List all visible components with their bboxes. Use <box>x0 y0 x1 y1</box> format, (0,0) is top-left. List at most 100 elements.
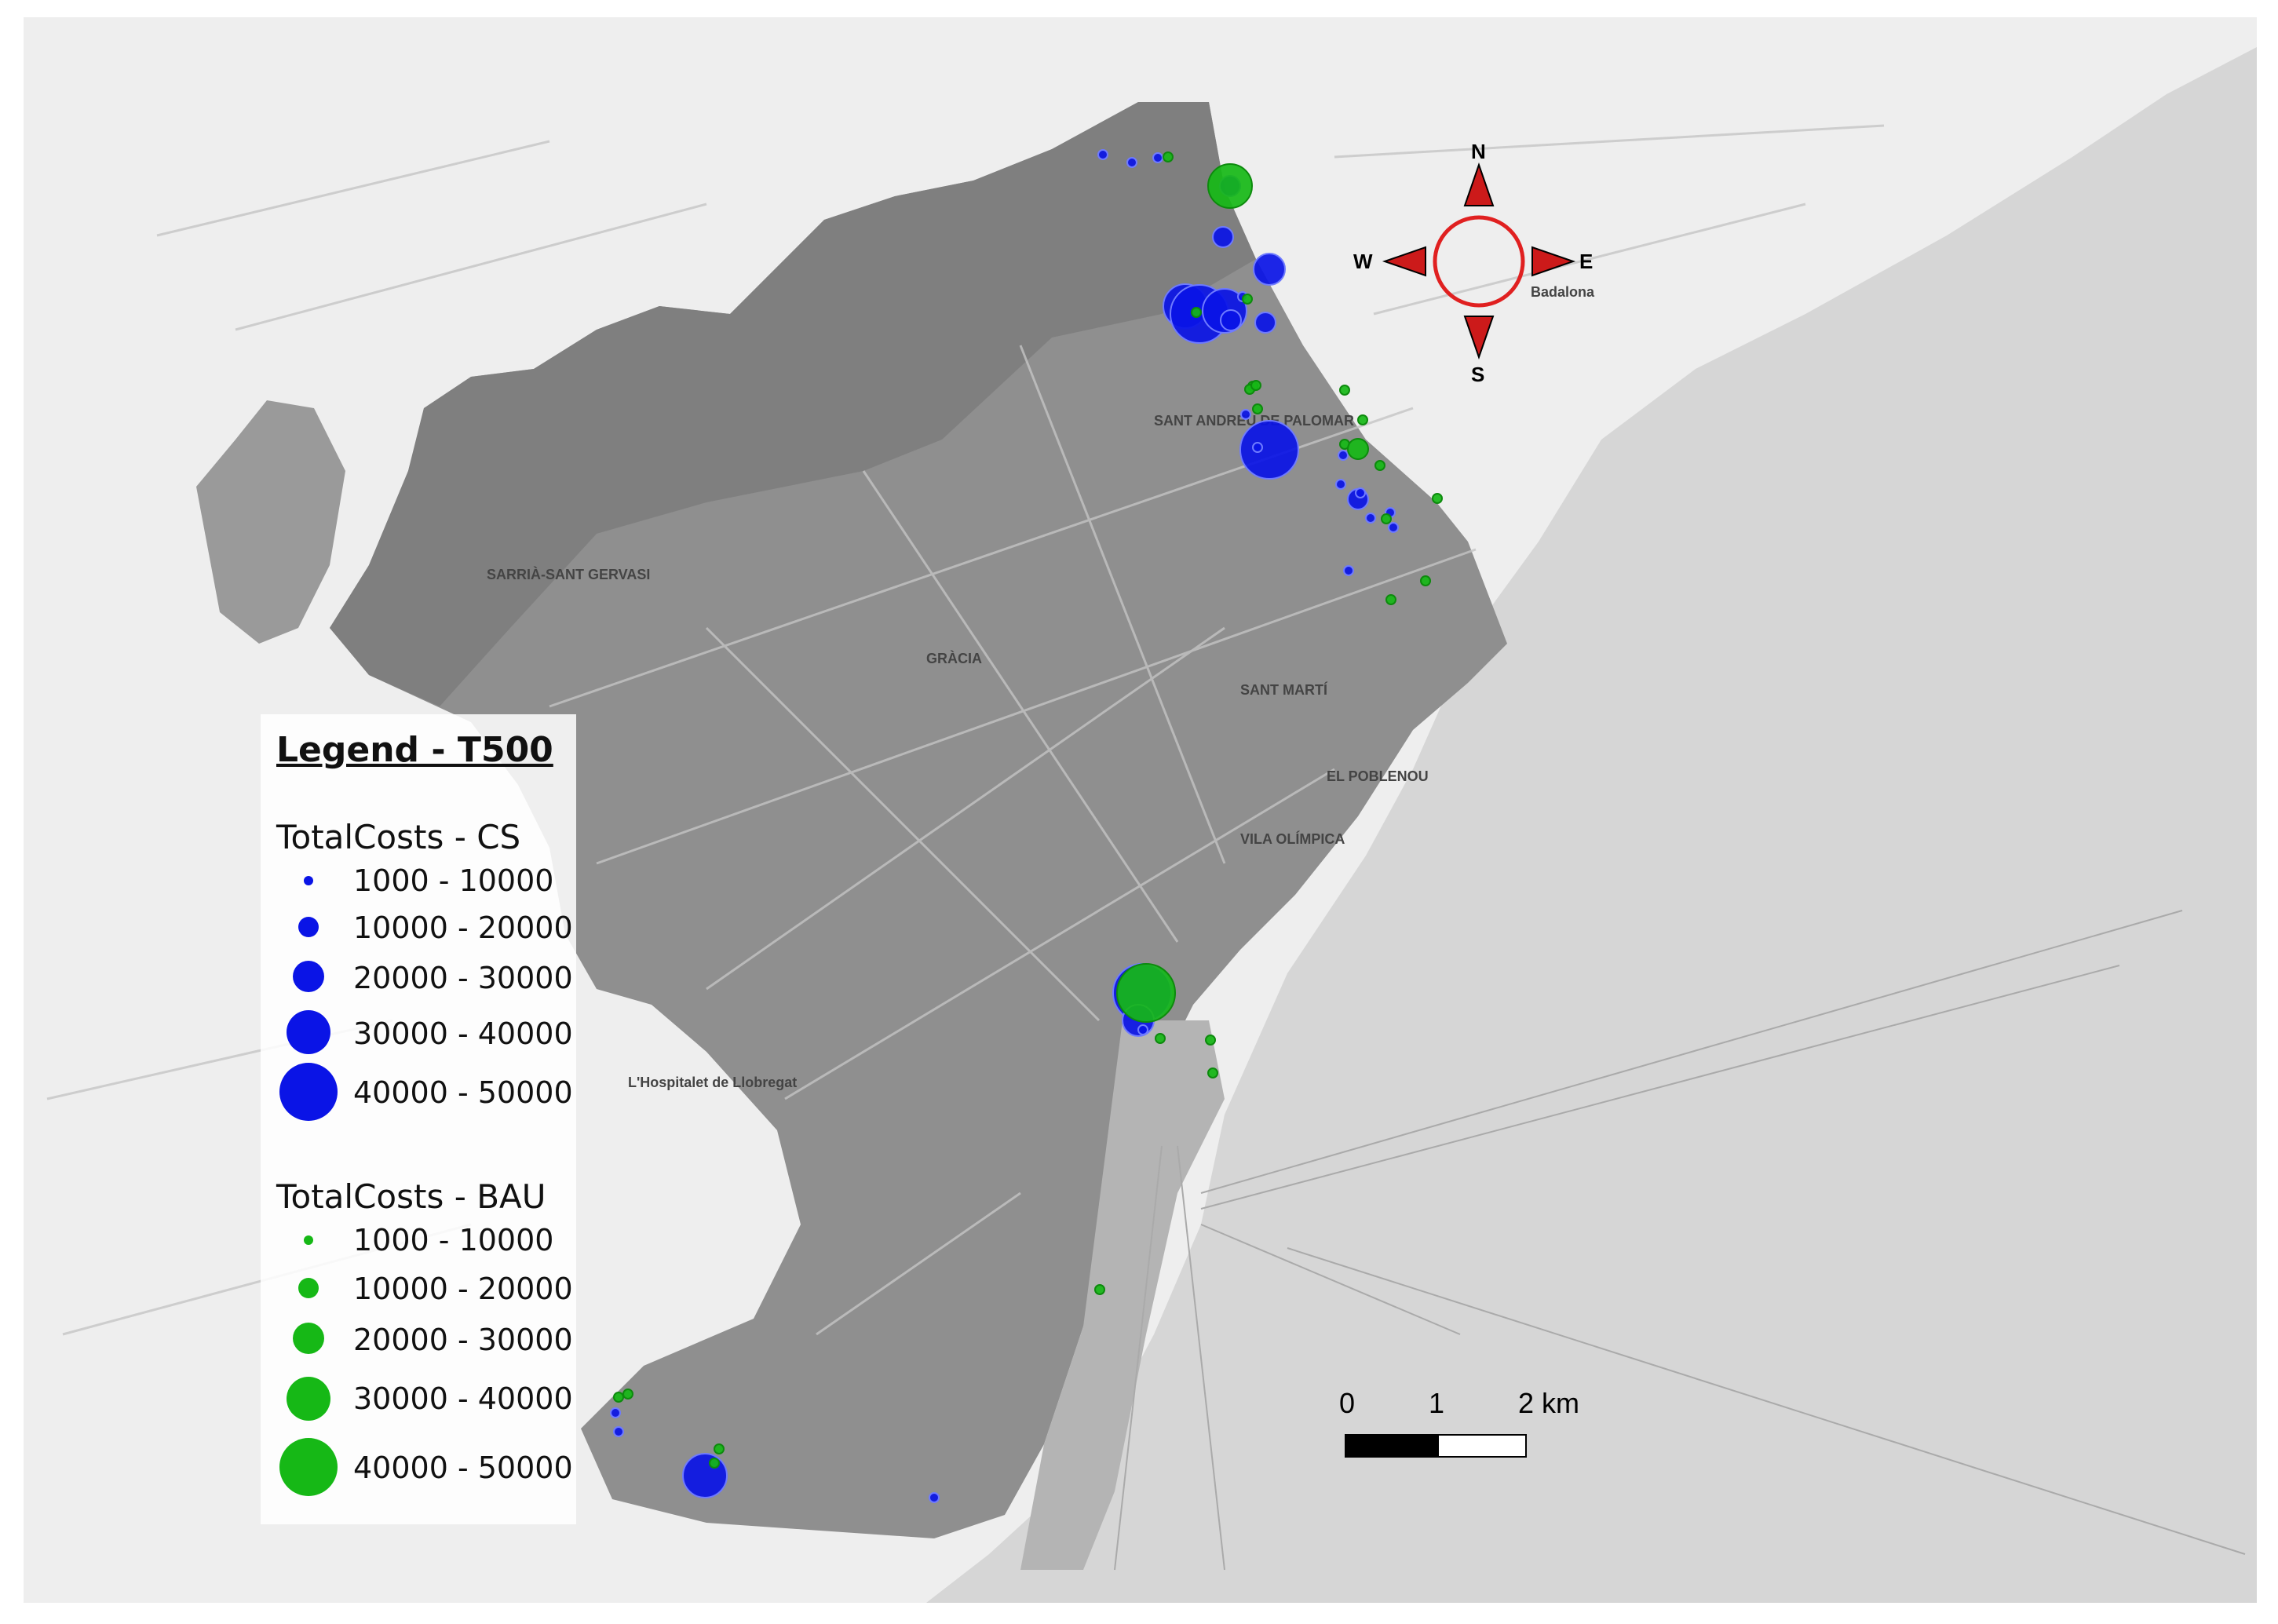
compass-arrow-north <box>1463 162 1495 206</box>
legend-cs-label: 30000 - 40000 <box>353 1016 573 1051</box>
legend-bau-label: 40000 - 50000 <box>353 1451 573 1485</box>
cs-cost-point[interactable] <box>1240 409 1251 420</box>
legend-cs-symbol <box>304 876 313 885</box>
bau-cost-point[interactable] <box>1116 963 1176 1023</box>
cs-cost-point[interactable] <box>1254 312 1276 334</box>
legend-bau-heading: TotalCosts - BAU <box>276 1177 546 1216</box>
scale-bar: 0 1 2 km <box>1339 1387 1579 1458</box>
legend-bau-row: 10000 - 20000 <box>261 1273 576 1328</box>
bau-cost-point[interactable] <box>1381 513 1392 524</box>
bau-cost-point[interactable] <box>1207 1067 1218 1078</box>
cs-cost-point[interactable] <box>1343 565 1354 576</box>
bau-points-layer <box>613 151 1443 1469</box>
bau-cost-point[interactable] <box>1163 151 1174 162</box>
legend-cs-row: 1000 - 10000 <box>261 863 576 918</box>
legend-bau-row: 20000 - 30000 <box>261 1323 576 1378</box>
compass-ring <box>1433 215 1525 308</box>
cs-cost-point[interactable] <box>1220 309 1242 331</box>
bau-cost-point[interactable] <box>1385 594 1396 605</box>
bau-cost-point[interactable] <box>1339 385 1350 396</box>
bau-cost-point[interactable] <box>1250 380 1261 391</box>
cs-cost-point[interactable] <box>1126 157 1137 168</box>
sea-area <box>926 47 2257 1603</box>
cs-cost-point[interactable] <box>1212 226 1234 248</box>
legend-bau-symbol <box>298 1278 319 1298</box>
legend-cs-label: 10000 - 20000 <box>353 911 573 945</box>
barcelona-upper-districts <box>330 102 1256 706</box>
bau-cost-point[interactable] <box>1205 1035 1216 1046</box>
cs-cost-point[interactable] <box>1239 420 1299 480</box>
collserola-hills <box>196 400 345 644</box>
bau-cost-point[interactable] <box>1420 575 1431 586</box>
legend-bau-row: 30000 - 40000 <box>261 1377 576 1436</box>
cs-cost-point[interactable] <box>1355 487 1366 498</box>
cs-cost-point[interactable] <box>682 1453 728 1498</box>
legend-cs-heading: TotalCosts - CS <box>276 818 521 856</box>
scale-label-2km: 2 km <box>1518 1387 1579 1419</box>
compass-label-east: E <box>1579 250 1593 273</box>
place-label-badalona: Badalona <box>1531 284 1595 300</box>
bau-cost-point[interactable] <box>1347 438 1369 460</box>
legend-cs-row: 20000 - 30000 <box>261 959 576 1014</box>
bau-cost-point[interactable] <box>1432 493 1443 504</box>
legend-bau-row: 40000 - 50000 <box>261 1438 576 1507</box>
scale-bar-segment-2 <box>1437 1434 1527 1458</box>
scale-bar-segment-1 <box>1345 1434 1439 1458</box>
compass-arrow-east <box>1531 246 1576 277</box>
bau-cost-point[interactable] <box>709 1458 720 1469</box>
legend-bau-symbol <box>304 1235 313 1245</box>
bau-cost-point[interactable] <box>1155 1033 1166 1044</box>
cs-cost-point[interactable] <box>1388 522 1399 533</box>
place-label-sarria: SARRIÀ-SANT GERVASI <box>487 566 650 582</box>
ferry-lines <box>1114 910 2246 1571</box>
legend-cs-label: 20000 - 30000 <box>353 961 573 995</box>
place-label-hospitalet: L'Hospitalet de Llobregat <box>628 1075 797 1090</box>
compass-label-south: S <box>1471 363 1484 386</box>
cs-cost-point[interactable] <box>929 1492 940 1503</box>
legend-cs-symbol <box>287 1010 330 1054</box>
legend-bau-label: 20000 - 30000 <box>353 1323 573 1357</box>
bau-cost-point[interactable] <box>1207 163 1253 209</box>
legend-bau-label: 30000 - 40000 <box>353 1381 573 1416</box>
cs-cost-point[interactable] <box>613 1426 624 1437</box>
cs-cost-point[interactable] <box>610 1407 621 1418</box>
legend-title: Legend - T500 <box>276 730 553 770</box>
cs-cost-point[interactable] <box>1338 450 1349 461</box>
bau-cost-point[interactable] <box>1374 460 1385 471</box>
bau-cost-point[interactable] <box>1191 307 1202 318</box>
cs-cost-point[interactable] <box>1253 253 1286 286</box>
bau-cost-point[interactable] <box>1242 294 1253 305</box>
bau-cost-point[interactable] <box>1357 414 1368 425</box>
map-legend: Legend - T500 TotalCosts - CS 1000 - 100… <box>261 714 576 1524</box>
legend-bau-label: 1000 - 10000 <box>353 1223 554 1257</box>
cs-cost-point[interactable] <box>1335 479 1346 490</box>
bau-cost-point[interactable] <box>1094 1284 1105 1295</box>
place-label-sant-marti: SANT MARTÍ <box>1240 681 1328 698</box>
compass-label-west: W <box>1353 250 1373 273</box>
legend-cs-symbol <box>298 917 319 937</box>
compass-rose: N S W E <box>1353 140 1593 386</box>
scale-label-1: 1 <box>1429 1387 1444 1419</box>
bau-cost-point[interactable] <box>622 1389 633 1400</box>
cs-cost-point[interactable] <box>1252 442 1263 453</box>
bau-cost-point[interactable] <box>613 1392 624 1403</box>
port-area <box>1020 1020 1225 1570</box>
legend-bau-label: 10000 - 20000 <box>353 1272 573 1306</box>
cs-cost-point[interactable] <box>1152 152 1163 163</box>
legend-cs-label: 1000 - 10000 <box>353 863 554 898</box>
legend-cs-symbol <box>279 1063 338 1121</box>
legend-cs-row: 30000 - 40000 <box>261 1010 576 1070</box>
bau-cost-point[interactable] <box>1252 403 1263 414</box>
place-label-poblenou: EL POBLENOU <box>1327 768 1429 784</box>
cs-cost-point[interactable] <box>1365 513 1376 524</box>
cs-cost-point[interactable] <box>1137 1024 1148 1035</box>
cs-cost-point[interactable] <box>1097 149 1108 160</box>
bau-cost-point[interactable] <box>714 1443 725 1454</box>
legend-bau-row: 1000 - 10000 <box>261 1224 576 1279</box>
legend-cs-symbol <box>293 961 324 992</box>
legend-cs-label: 40000 - 50000 <box>353 1075 573 1110</box>
legend-cs-row: 10000 - 20000 <box>261 911 576 965</box>
legend-cs-row: 40000 - 50000 <box>261 1063 576 1130</box>
legend-bau-symbol <box>293 1323 324 1354</box>
